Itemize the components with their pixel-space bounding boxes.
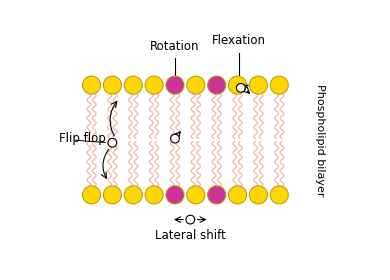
Circle shape [186, 215, 195, 224]
Text: Phospholipid bilayer: Phospholipid bilayer [315, 84, 325, 196]
Circle shape [103, 186, 121, 204]
Circle shape [187, 186, 205, 204]
Circle shape [270, 76, 288, 94]
Circle shape [270, 186, 288, 204]
Circle shape [108, 138, 117, 147]
Circle shape [207, 76, 226, 94]
Text: Flexation: Flexation [212, 34, 266, 47]
Circle shape [166, 186, 184, 204]
Circle shape [229, 186, 246, 204]
Circle shape [82, 76, 101, 94]
Circle shape [207, 186, 226, 204]
Text: Flip flop: Flip flop [59, 132, 106, 145]
Circle shape [249, 76, 268, 94]
Circle shape [236, 83, 245, 92]
Text: Lateral shift: Lateral shift [155, 229, 226, 242]
Circle shape [124, 186, 142, 204]
Circle shape [229, 76, 246, 94]
Circle shape [145, 76, 163, 94]
Circle shape [166, 76, 184, 94]
Circle shape [170, 134, 179, 143]
Circle shape [103, 76, 121, 94]
Circle shape [249, 186, 268, 204]
Text: Rotation: Rotation [150, 40, 200, 53]
Circle shape [124, 76, 142, 94]
Circle shape [82, 186, 101, 204]
Circle shape [145, 186, 163, 204]
Circle shape [187, 76, 205, 94]
